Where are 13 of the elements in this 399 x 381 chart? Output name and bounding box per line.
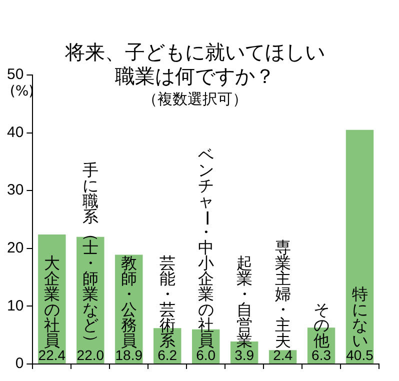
y-tick-label: 30 bbox=[6, 182, 24, 199]
bar bbox=[346, 130, 374, 364]
x-tick-label: 大企業の社員 bbox=[44, 254, 60, 350]
chart-title: 将来、子どもに就いてほしい職業は何ですか？ bbox=[64, 40, 325, 88]
y-tick-label: 20 bbox=[6, 240, 24, 257]
category-label: ベンチャー・中小企業の社員 bbox=[198, 145, 217, 350]
y-tick-label: 10 bbox=[6, 297, 24, 314]
x-tick-label: 教師・公務員 bbox=[120, 254, 137, 350]
y-tick-label: 0 bbox=[15, 355, 24, 372]
text: （複数選択可） bbox=[142, 90, 248, 108]
y-tick-label: 40 bbox=[6, 124, 24, 141]
x-tick-label: その他 bbox=[313, 300, 330, 350]
y-tick-label: 50 bbox=[6, 66, 24, 84]
